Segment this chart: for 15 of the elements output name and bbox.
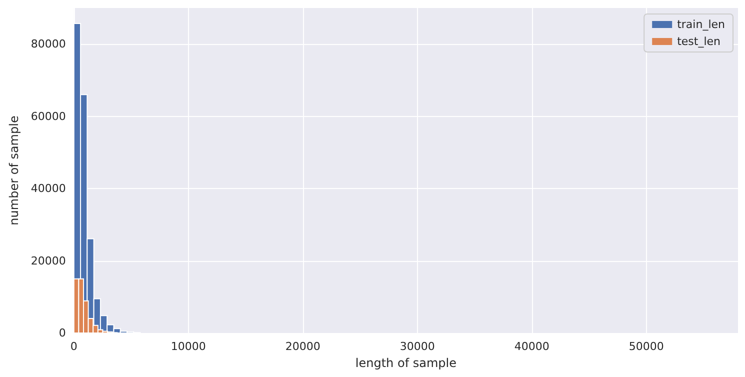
legend-label: test_len xyxy=(677,35,721,48)
y-tick-label: 20000 xyxy=(30,254,66,268)
x-tick-label: 40000 xyxy=(514,340,550,353)
y-tick-label: 0 xyxy=(58,326,66,340)
x-tick-label: 20000 xyxy=(285,340,320,353)
x-tick-label: 50000 xyxy=(628,340,664,353)
y-tick-label: 60000 xyxy=(30,110,66,123)
legend-label: train_len xyxy=(677,18,726,31)
y-axis-title: number of sample xyxy=(7,116,21,226)
x-tick-label: 30000 xyxy=(400,340,435,353)
x-tick-label: 10000 xyxy=(170,340,206,353)
y-tick-label: 40000 xyxy=(30,182,66,196)
y-tick-label: 80000 xyxy=(30,38,66,51)
x-axis-title: length of sample xyxy=(355,356,456,370)
x-tick-label: 0 xyxy=(70,340,78,353)
